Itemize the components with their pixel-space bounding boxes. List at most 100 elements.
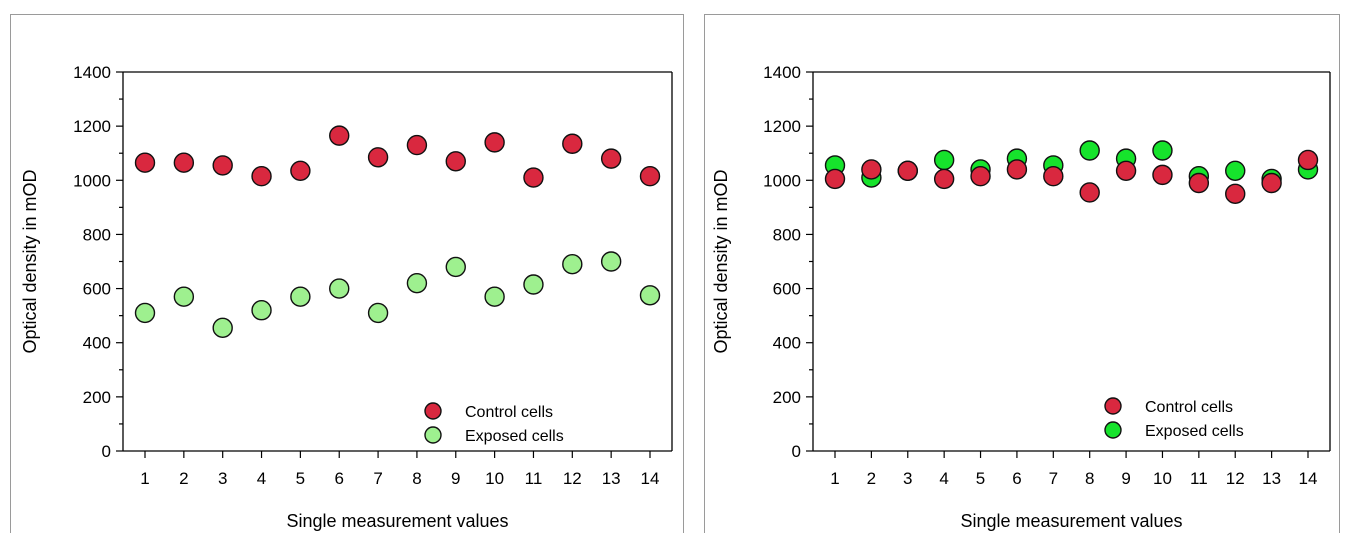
data-point-control-cells — [1079, 182, 1100, 203]
chart-marks — [824, 140, 1319, 205]
x-tick-label: 14 — [1299, 469, 1318, 488]
chart-panel-right: 0 200 400 600 800 1000 1200 1400 1 2 3 4 5 6 7 8 9 10 11 12… — [704, 14, 1340, 533]
y-axis-title: Optical density in mOD — [20, 169, 40, 353]
y-tick-label: 0 — [792, 442, 801, 461]
data-point-control-cells — [861, 159, 882, 180]
x-axis-title: Single measurement values — [286, 511, 508, 531]
data-point-exposed-cells — [523, 274, 544, 295]
legend-marker-exposed — [1104, 421, 1122, 439]
data-point-control-cells — [970, 166, 991, 187]
data-point-control-cells — [1261, 172, 1282, 194]
y-tick-label: 1000 — [73, 171, 111, 190]
data-point-control-cells — [523, 167, 544, 188]
chart-legend: Control cells Exposed cells — [1104, 397, 1244, 440]
y-tick-label: 1400 — [763, 63, 801, 82]
x-tick-label: 2 — [179, 469, 188, 488]
y-tick-label: 200 — [773, 388, 801, 407]
data-point-exposed-cells — [445, 256, 466, 278]
data-point-exposed-cells — [290, 286, 311, 307]
data-point-control-cells — [367, 147, 389, 168]
x-tick-label: 7 — [373, 469, 382, 488]
x-tick-label: 3 — [218, 469, 227, 488]
x-tick-label: 7 — [1049, 469, 1058, 488]
y-tick-label: 1200 — [763, 117, 801, 136]
data-point-control-cells — [329, 125, 350, 146]
legend-marker-exposed — [424, 426, 442, 444]
y-tick-label: 600 — [773, 280, 801, 299]
data-point-exposed-cells — [329, 278, 350, 299]
data-point-control-cells — [484, 132, 505, 153]
data-point-control-cells — [897, 160, 918, 182]
x-tick-label: 9 — [1121, 469, 1130, 488]
data-point-exposed-cells — [251, 300, 272, 321]
legend-label-exposed: Exposed cells — [465, 428, 564, 445]
chart-legend: Control cells Exposed cells — [424, 402, 564, 445]
x-tick-label: 9 — [451, 469, 460, 488]
y-tick-label: 1200 — [73, 117, 111, 136]
data-point-control-cells — [562, 133, 583, 154]
x-tick-label: 8 — [412, 469, 421, 488]
y-tick-label: 200 — [83, 388, 111, 407]
x-tick-label: 5 — [296, 469, 305, 488]
data-point-control-cells — [639, 166, 661, 187]
legend-label-control: Control cells — [1145, 399, 1233, 416]
x-axis-title: Single measurement values — [960, 511, 1182, 531]
data-point-control-cells — [1188, 172, 1210, 194]
x-tick-label: 6 — [334, 469, 343, 488]
y-tick-label: 400 — [83, 334, 111, 353]
x-tick-label: 2 — [867, 469, 876, 488]
x-tick-label: 6 — [1012, 469, 1021, 488]
legend-label-exposed: Exposed cells — [1145, 423, 1244, 440]
data-point-control-cells — [600, 148, 622, 169]
x-tick-label: 5 — [976, 469, 985, 488]
data-point-control-cells — [173, 152, 195, 173]
data-point-exposed-cells — [173, 286, 195, 307]
chart-marks — [134, 125, 661, 339]
data-point-exposed-cells — [1079, 140, 1100, 161]
x-tick-label: 14 — [641, 469, 660, 488]
x-tick-label: 4 — [939, 469, 948, 488]
x-tick-label: 13 — [1262, 469, 1281, 488]
x-tick-label: 4 — [257, 469, 266, 488]
x-tick-label: 13 — [602, 469, 621, 488]
data-point-exposed-cells — [933, 149, 955, 171]
legend-label-control: Control cells — [465, 404, 553, 421]
y-axis-title: Optical density in mOD — [711, 169, 731, 353]
data-point-control-cells — [445, 151, 466, 172]
data-point-control-cells — [824, 168, 846, 190]
x-tick-label: 12 — [1226, 469, 1245, 488]
data-point-control-cells — [1225, 183, 1246, 205]
data-point-exposed-cells — [212, 317, 233, 339]
x-tick-label: 3 — [903, 469, 912, 488]
data-point-control-cells — [1115, 160, 1137, 182]
y-tick-label: 600 — [83, 280, 111, 299]
x-tick-label: 11 — [525, 469, 543, 488]
data-point-exposed-cells — [134, 302, 156, 324]
legend-marker-control — [1104, 397, 1122, 415]
y-tick-label: 1400 — [73, 63, 111, 82]
data-point-control-cells — [1006, 159, 1028, 180]
x-tick-label: 8 — [1085, 469, 1094, 488]
y-tick-label: 400 — [773, 334, 801, 353]
data-point-control-cells — [212, 155, 233, 176]
data-point-exposed-cells — [484, 286, 505, 307]
data-point-control-cells — [933, 168, 955, 190]
y-tick-label: 800 — [83, 225, 111, 244]
y-tick-label: 1000 — [763, 171, 801, 190]
data-point-control-cells — [1297, 149, 1319, 171]
data-point-exposed-cells — [639, 285, 661, 306]
x-tick-label: 10 — [1153, 469, 1172, 488]
x-tick-label: 12 — [563, 469, 582, 488]
x-tick-label: 1 — [830, 469, 839, 488]
y-tick-label: 0 — [102, 442, 111, 461]
legend-marker-control — [424, 402, 442, 420]
data-point-control-cells — [1043, 166, 1064, 187]
data-point-control-cells — [1152, 164, 1173, 186]
data-point-control-cells — [251, 166, 272, 187]
data-point-control-cells — [290, 160, 311, 182]
data-point-exposed-cells — [1152, 140, 1173, 161]
